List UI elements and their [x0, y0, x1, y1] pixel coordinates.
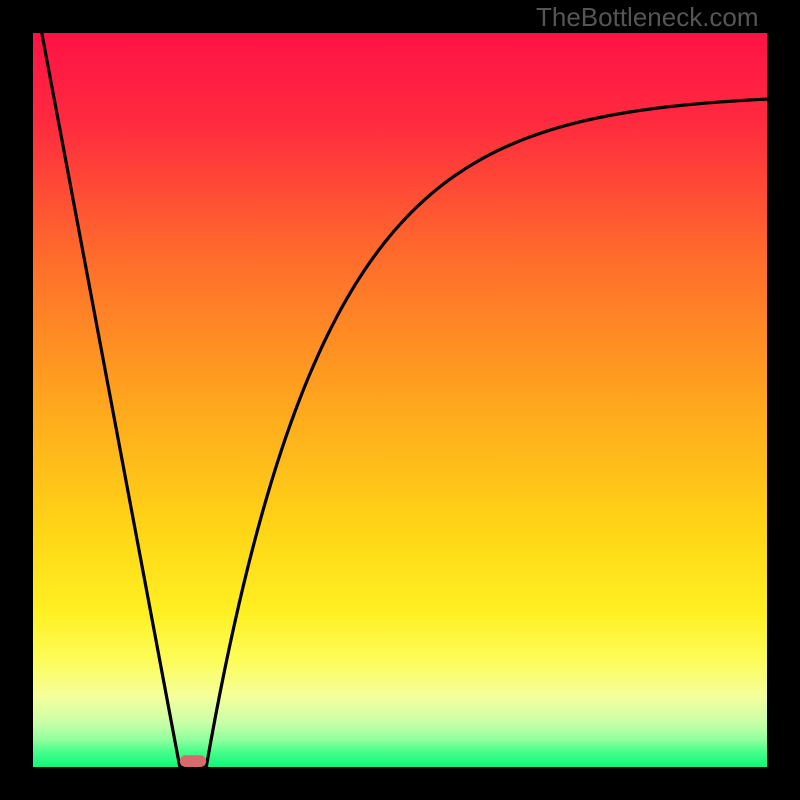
watermark-text: TheBottleneck.com	[536, 2, 759, 33]
optimal-range-marker	[180, 755, 206, 767]
plot-background	[33, 33, 767, 767]
bottleneck-chart	[0, 0, 800, 800]
